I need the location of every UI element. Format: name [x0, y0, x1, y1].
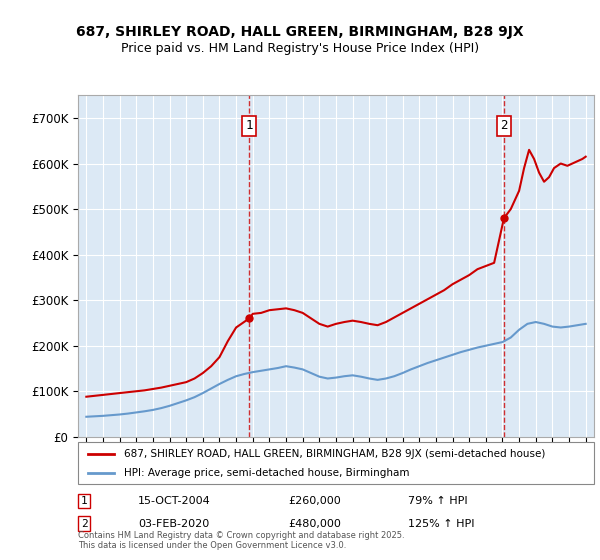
Text: 2: 2 — [80, 519, 88, 529]
Text: Price paid vs. HM Land Registry's House Price Index (HPI): Price paid vs. HM Land Registry's House … — [121, 42, 479, 55]
Text: 687, SHIRLEY ROAD, HALL GREEN, BIRMINGHAM, B28 9JX: 687, SHIRLEY ROAD, HALL GREEN, BIRMINGHA… — [76, 25, 524, 39]
Text: Contains HM Land Registry data © Crown copyright and database right 2025.
This d: Contains HM Land Registry data © Crown c… — [78, 530, 404, 550]
Text: HPI: Average price, semi-detached house, Birmingham: HPI: Average price, semi-detached house,… — [124, 468, 410, 478]
Text: 1: 1 — [245, 119, 253, 133]
Text: 03-FEB-2020: 03-FEB-2020 — [138, 519, 209, 529]
Text: 79% ↑ HPI: 79% ↑ HPI — [408, 496, 467, 506]
FancyBboxPatch shape — [78, 442, 594, 484]
Text: 2: 2 — [500, 119, 508, 133]
Text: 125% ↑ HPI: 125% ↑ HPI — [408, 519, 475, 529]
Text: 687, SHIRLEY ROAD, HALL GREEN, BIRMINGHAM, B28 9JX (semi-detached house): 687, SHIRLEY ROAD, HALL GREEN, BIRMINGHA… — [124, 449, 546, 459]
Text: 1: 1 — [80, 496, 88, 506]
Text: £260,000: £260,000 — [288, 496, 341, 506]
Text: 15-OCT-2004: 15-OCT-2004 — [138, 496, 211, 506]
Text: £480,000: £480,000 — [288, 519, 341, 529]
